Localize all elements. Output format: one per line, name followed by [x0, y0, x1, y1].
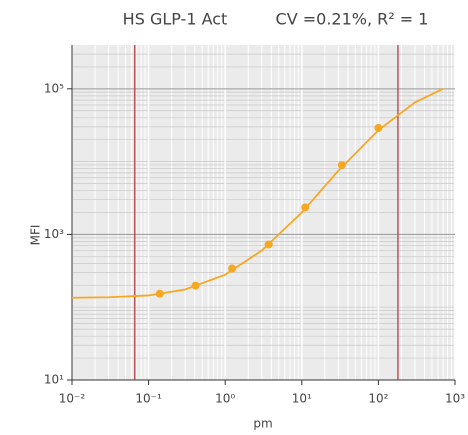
x-tick-label: 10⁰ [215, 392, 235, 406]
data-point [191, 281, 200, 290]
x-tick-label: 10¹ [292, 392, 312, 406]
y-tick-label: 10³ [44, 227, 64, 241]
y-axis-label: MFI [29, 225, 43, 246]
x-axis-label: pm [253, 417, 272, 431]
fit-curve [71, 88, 444, 299]
x-tick-label: 10⁻² [59, 392, 86, 406]
data-point [337, 161, 346, 170]
data-point [301, 203, 310, 212]
data-point [264, 240, 273, 249]
data-point [374, 123, 383, 132]
x-tick-label: 10⁻¹ [135, 392, 162, 406]
y-tick-label: 10⁵ [44, 81, 64, 95]
x-tick-label: 10³ [445, 392, 465, 406]
y-tick-label: 10¹ [44, 373, 64, 387]
chart-subtitle: CV =0.21%, R² = 1 [276, 10, 429, 29]
chart-title: HS GLP-1 Act [123, 10, 228, 29]
x-tick-label: 10² [368, 392, 388, 406]
data-point [228, 264, 237, 273]
data-point [155, 289, 164, 298]
